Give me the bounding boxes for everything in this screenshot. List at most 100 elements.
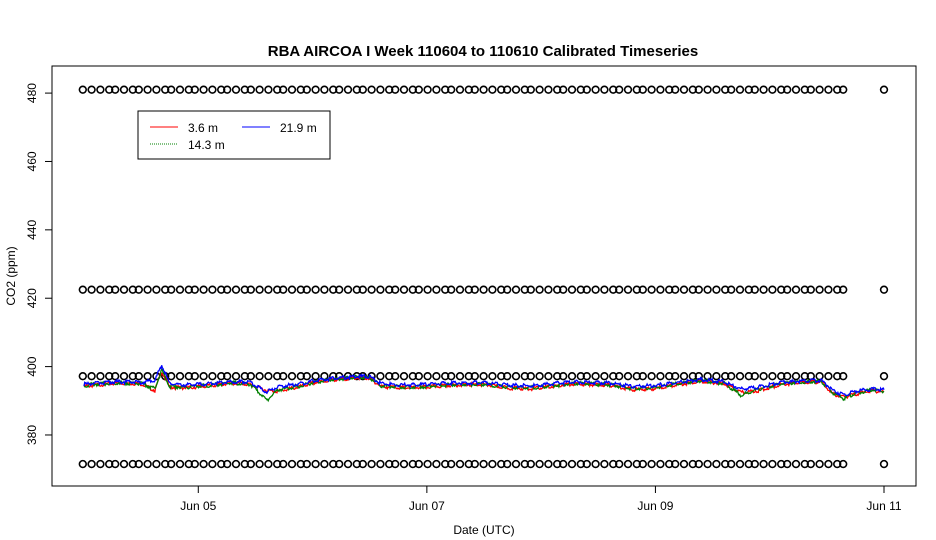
calibration-point xyxy=(184,285,194,294)
calibration-point xyxy=(143,459,152,469)
calibration-point xyxy=(264,371,273,381)
calibration-point xyxy=(423,371,432,381)
calibration-point xyxy=(231,85,241,94)
calibration-point xyxy=(96,285,105,294)
calibration-markers xyxy=(78,85,889,469)
calibration-point xyxy=(447,459,456,469)
calibration-point xyxy=(838,459,848,469)
calibration-point xyxy=(750,85,759,94)
calibration-point xyxy=(600,371,609,381)
calibration-point xyxy=(208,85,217,94)
calibration-point xyxy=(544,371,553,381)
calibration-point xyxy=(712,85,721,94)
calibration-point xyxy=(544,285,553,294)
calibration-point xyxy=(110,285,120,294)
calibration-point xyxy=(287,459,297,469)
calibration-point xyxy=(470,85,479,94)
calibration-point xyxy=(694,285,703,294)
calibration-point xyxy=(152,285,161,294)
calibration-point xyxy=(750,371,759,381)
calibration-point xyxy=(782,459,792,469)
calibration-point xyxy=(447,85,456,94)
calibration-point xyxy=(358,85,367,94)
x-tick-label: Jun 05 xyxy=(180,499,216,513)
y-tick-label: 420 xyxy=(25,288,39,308)
calibration-point xyxy=(782,285,792,294)
calibration-point xyxy=(679,85,689,94)
calibration-point xyxy=(190,459,200,469)
legend: 3.6 m 14.3 m 21.9 m xyxy=(137,110,331,160)
calibration-point xyxy=(302,459,311,469)
calibration-point xyxy=(600,285,609,294)
calibration-point xyxy=(479,459,488,469)
calibration-point xyxy=(246,85,256,94)
calibration-point xyxy=(358,459,367,469)
calibration-point xyxy=(768,459,777,469)
calibration-point xyxy=(614,285,624,294)
calibration-point xyxy=(87,459,96,469)
calibration-point xyxy=(119,459,129,469)
calibration-point xyxy=(311,371,320,381)
calibration-point xyxy=(96,85,105,94)
calibration-point xyxy=(623,459,633,469)
calibration-point xyxy=(110,85,120,94)
calibration-point xyxy=(735,459,745,469)
y-tick-label: 480 xyxy=(25,83,39,103)
calibration-point xyxy=(167,85,176,94)
calibration-point xyxy=(447,371,456,381)
calibration-point xyxy=(423,459,432,469)
calibration-point xyxy=(399,371,409,381)
calibration-point xyxy=(128,459,138,469)
calibration-point xyxy=(199,85,208,94)
calibration-point xyxy=(582,85,591,94)
calibration-point xyxy=(231,459,241,469)
calibration-point xyxy=(199,371,208,381)
calibration-point xyxy=(217,285,226,294)
x-tick-label: Jun 11 xyxy=(866,499,901,513)
calibration-point xyxy=(694,459,703,469)
calibration-point xyxy=(287,371,297,381)
legend-label-21-9m: 21.9 m xyxy=(280,121,317,135)
calibration-point xyxy=(167,371,176,381)
calibration-point xyxy=(503,459,512,469)
calibration-point xyxy=(503,371,512,381)
calibration-point xyxy=(726,459,736,469)
calibration-point xyxy=(703,285,712,294)
calibration-point xyxy=(815,85,824,94)
calibration-point xyxy=(503,285,512,294)
calibration-point xyxy=(647,371,656,381)
y-axis: 380 400 420 440 460 480 xyxy=(25,83,53,445)
x-axis: Jun 05 Jun 07 Jun 09 Jun 11 xyxy=(180,485,902,513)
calibration-point xyxy=(470,285,479,294)
calibration-point xyxy=(231,371,241,381)
calibration-point xyxy=(614,459,624,469)
calibration-point xyxy=(558,371,568,381)
calibration-point xyxy=(96,371,105,381)
calibration-point xyxy=(558,285,568,294)
calibration-point xyxy=(712,285,721,294)
calibration-point xyxy=(87,85,96,94)
calibration-point xyxy=(190,85,200,94)
calibration-point xyxy=(104,85,114,94)
calibration-point xyxy=(320,459,329,469)
calibration-point xyxy=(567,85,577,94)
calibration-point xyxy=(600,459,609,469)
calibration-point xyxy=(824,371,833,381)
calibration-point xyxy=(104,285,114,294)
calibration-point xyxy=(638,285,647,294)
calibration-point xyxy=(432,371,441,381)
calibration-point xyxy=(656,85,665,94)
calibration-point xyxy=(208,371,217,381)
calibration-point xyxy=(414,371,423,381)
calibration-point xyxy=(231,285,241,294)
calibration-point xyxy=(694,371,703,381)
calibration-point xyxy=(526,85,535,94)
calibration-point xyxy=(246,459,256,469)
calibration-point xyxy=(838,85,848,94)
calibration-point xyxy=(567,459,577,469)
calibration-point xyxy=(470,371,479,381)
calibration-point xyxy=(535,285,544,294)
calibration-point xyxy=(544,459,553,469)
x-axis-label: Date (UTC) xyxy=(453,523,514,537)
calibration-point xyxy=(246,371,256,381)
